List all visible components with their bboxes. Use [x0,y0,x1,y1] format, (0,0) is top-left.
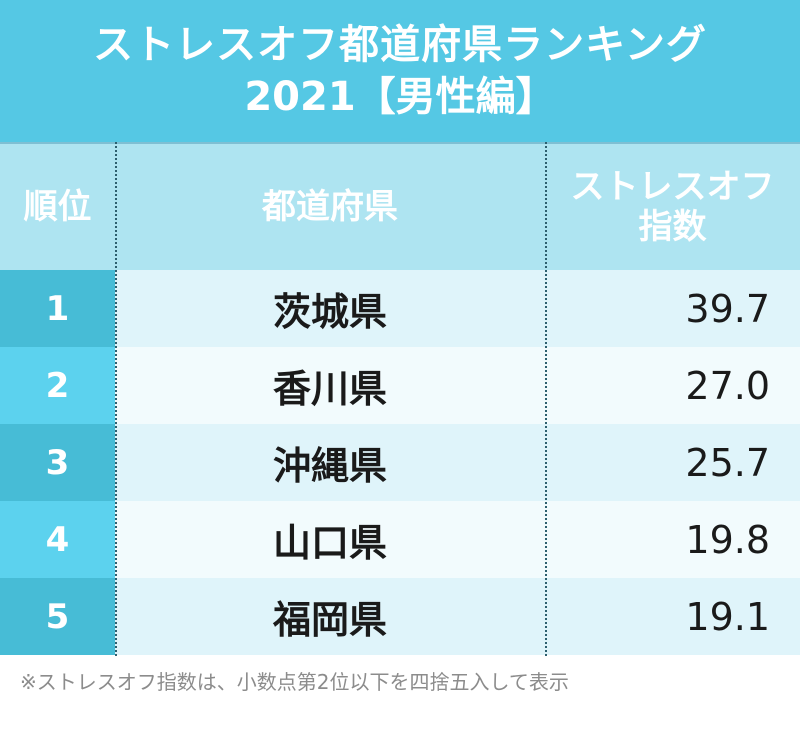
header-score-line2: 指数 [638,207,707,247]
prefecture-cell: 茨城県 [272,290,387,334]
prefecture-cell: 香川県 [272,367,387,411]
table-row: 1 茨城県 39.7 [0,270,800,347]
page-title: ストレスオフ都道府県ランキング [93,22,707,68]
rank-cell: 4 [0,501,115,578]
score-cell: 27.0 [685,363,770,408]
table-row: 4 山口県 19.8 [0,501,800,578]
table-header: 順位 都道府県 ストレスオフ 指数 [0,142,800,270]
prefecture-cell: 山口県 [272,521,387,565]
column-divider [115,142,117,656]
score-cell: 25.7 [685,440,770,485]
score-cell: 39.7 [685,286,770,331]
rank-cell: 1 [0,270,115,347]
ranking-table: 順位 都道府県 ストレスオフ 指数 1 茨城県 39.7 2 香川県 27.0 3 沖縄県 25… [0,142,800,656]
rank-cell: 5 [0,578,115,655]
table-row: 3 沖縄県 25.7 [0,424,800,501]
header-rank: 順位 [23,187,92,227]
header-score-line1: ストレスオフ [570,167,775,207]
page-subtitle: 2021【男性編】 [244,74,556,120]
prefecture-cell: 沖縄県 [272,444,387,488]
score-cell: 19.1 [685,594,770,639]
column-divider [545,142,547,656]
header-prefecture: 都道府県 [262,187,398,227]
score-cell: 19.8 [685,517,770,562]
rank-cell: 3 [0,424,115,501]
footnote: ※ストレスオフ指数は、小数点第2位以下を四捨五入して表示 [20,670,569,694]
table-row: 2 香川県 27.0 [0,347,800,424]
title-banner: ストレスオフ都道府県ランキング 2021【男性編】 [0,0,800,142]
prefecture-cell: 福岡県 [272,598,387,642]
header-score: ストレスオフ 指数 [545,144,800,270]
table-row: 5 福岡県 19.1 [0,578,800,655]
rank-cell: 2 [0,347,115,424]
